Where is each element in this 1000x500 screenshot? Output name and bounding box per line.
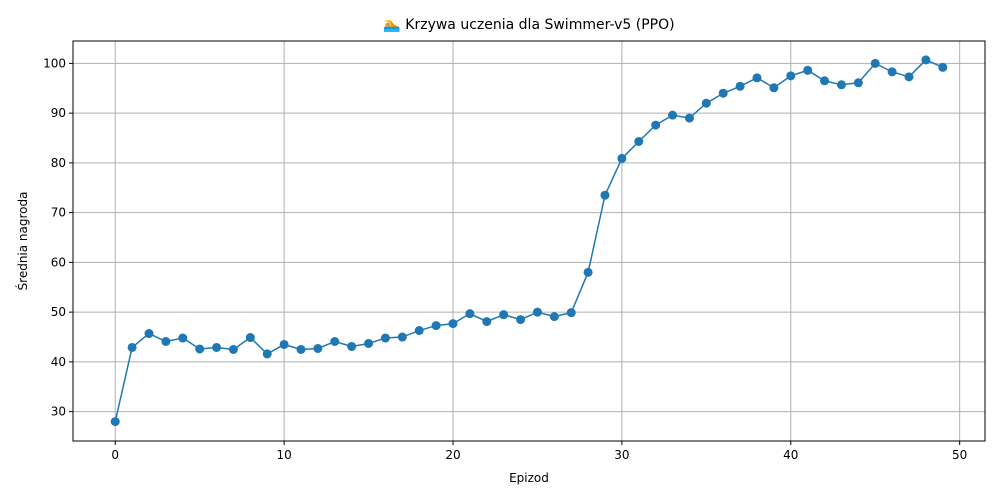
data-point xyxy=(178,333,188,343)
data-point xyxy=(228,344,238,354)
x-tick-label: 20 xyxy=(445,448,460,462)
data-point xyxy=(803,65,813,75)
data-point xyxy=(904,72,914,82)
series xyxy=(110,55,948,427)
data-point xyxy=(364,338,374,348)
data-point xyxy=(634,136,644,146)
data-point xyxy=(769,83,779,93)
data-point xyxy=(245,333,255,343)
data-point xyxy=(110,417,120,427)
y-tick-label: 90 xyxy=(51,106,66,120)
data-point xyxy=(549,312,559,322)
plot-frame xyxy=(72,40,986,442)
data-point xyxy=(347,341,357,351)
x-axis-label: Epizod xyxy=(509,471,549,485)
data-point xyxy=(262,349,272,359)
x-tick-label: 0 xyxy=(111,448,119,462)
data-point xyxy=(701,98,711,108)
y-tick-label: 100 xyxy=(43,56,66,70)
data-point xyxy=(853,78,863,88)
data-point xyxy=(448,319,458,329)
data-point xyxy=(752,73,762,83)
y-tick-label: 60 xyxy=(51,255,66,269)
data-point xyxy=(161,336,171,346)
data-point xyxy=(836,80,846,90)
grid xyxy=(73,41,985,441)
x-tick-label: 40 xyxy=(783,448,798,462)
y-axis-label: Średnia nagroda xyxy=(15,192,30,291)
y-tick-label: 80 xyxy=(51,156,66,170)
data-point xyxy=(870,58,880,68)
data-point xyxy=(566,308,576,318)
data-point xyxy=(144,329,154,339)
data-point xyxy=(195,344,205,354)
data-point xyxy=(718,88,728,98)
data-point xyxy=(516,315,526,325)
data-point xyxy=(938,62,948,72)
data-point xyxy=(617,153,627,163)
data-point xyxy=(127,342,137,352)
data-point xyxy=(465,309,475,319)
y-tick-label: 70 xyxy=(51,206,66,220)
data-point xyxy=(414,326,424,336)
data-point xyxy=(921,55,931,65)
x-tick-label: 10 xyxy=(276,448,291,462)
data-point xyxy=(296,344,306,354)
data-point xyxy=(380,333,390,343)
y-tick-label: 40 xyxy=(51,355,66,369)
data-point xyxy=(668,110,678,120)
data-point xyxy=(279,339,289,349)
data-point xyxy=(651,120,661,130)
data-point xyxy=(684,113,694,123)
x-tick-label: 50 xyxy=(952,448,967,462)
data-point xyxy=(786,71,796,81)
data-point xyxy=(313,343,323,353)
data-point xyxy=(820,76,830,86)
data-point xyxy=(330,336,340,346)
data-point xyxy=(600,190,610,200)
data-point xyxy=(735,81,745,91)
y-tick-label: 30 xyxy=(51,405,66,419)
data-point xyxy=(887,67,897,77)
data-point xyxy=(397,332,407,342)
chart-title: 🏊 Krzywa uczenia dla Swimmer-v5 (PPO) xyxy=(383,17,674,33)
data-point xyxy=(431,321,441,331)
y-tick-label: 50 xyxy=(51,305,66,319)
data-point xyxy=(482,317,492,327)
series-line xyxy=(114,59,944,422)
axes: 0 10 20 30 40 50 30 40 50 60 70 80 90 100 xyxy=(43,40,986,462)
data-point xyxy=(583,267,593,277)
data-point xyxy=(212,342,222,352)
data-point xyxy=(532,307,542,317)
data-point xyxy=(499,310,509,320)
x-tick-label: 30 xyxy=(614,448,629,462)
